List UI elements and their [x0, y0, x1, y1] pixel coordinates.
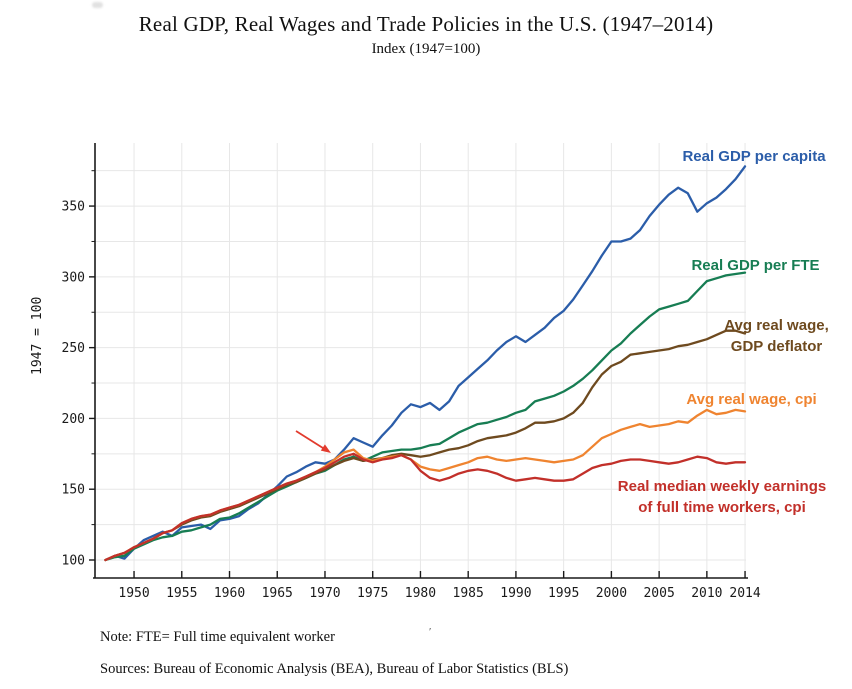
chart-subtitle: Index (1947=100): [371, 41, 481, 57]
series-line-real-gdp-per-capita: [104, 165, 747, 562]
x-tick-label: 2010: [691, 586, 722, 601]
note-stray-mark: ʹ: [429, 626, 432, 638]
x-tick-label: 1960: [214, 586, 245, 601]
x-tick-label: 2000: [596, 586, 627, 601]
annotation-arrow-head: [320, 444, 331, 453]
y-axis-title: 1947 = 100: [30, 296, 45, 375]
x-tick-label: 2005: [643, 586, 674, 601]
y-tick-label: 100: [62, 554, 85, 569]
chart-title: Real GDP, Real Wages and Trade Policies …: [138, 12, 714, 36]
series-line-real-median-weekly-earnings-of-full-time-workers-cpi: [104, 452, 747, 562]
y-tick-label: 350: [62, 200, 85, 215]
x-tick-label: 1995: [548, 586, 579, 601]
series-label-avg-real-wage-cpi: Avg real wage, cpi: [686, 391, 817, 408]
series-label-avg-real-wage-gdp-deflator: Avg real wage, GDP deflator: [724, 317, 829, 355]
y-tick-label: 150: [62, 483, 85, 498]
x-tick-label: 1955: [166, 586, 197, 601]
y-tick-label: 250: [62, 341, 85, 356]
annotation-arrow-shaft: [295, 430, 325, 450]
note-text: Note: FTE= Full time equivalent worker: [100, 629, 335, 645]
y-tick-label: 200: [62, 412, 85, 427]
series-label-real-median-weekly-earnings: Real median weekly earnings of full time…: [617, 478, 827, 516]
x-tick-label: 1975: [357, 586, 388, 601]
series-line-avg-real-wage-gdp-deflator: [104, 329, 747, 562]
x-tick-label: 1970: [309, 586, 340, 601]
x-tick-label: 1950: [118, 586, 149, 601]
x-tick-label: 1985: [453, 586, 484, 601]
scan-artifact: [92, 2, 103, 8]
series-line-real-gdp-per-fte: [104, 271, 747, 562]
x-tick-label: 1990: [500, 586, 531, 601]
sources-text: Sources: Bureau of Economic Analysis (BE…: [100, 661, 569, 677]
x-tick-label: 1965: [262, 586, 293, 601]
series-label-real-gdp-per-capita: Real GDP per capita: [682, 148, 826, 165]
x-tick-label: 1980: [405, 586, 436, 601]
series-label-real-gdp-per-fte: Real GDP per FTE: [691, 257, 820, 274]
y-tick-label: 300: [62, 270, 85, 285]
x-tick-label: 2014: [729, 586, 760, 601]
